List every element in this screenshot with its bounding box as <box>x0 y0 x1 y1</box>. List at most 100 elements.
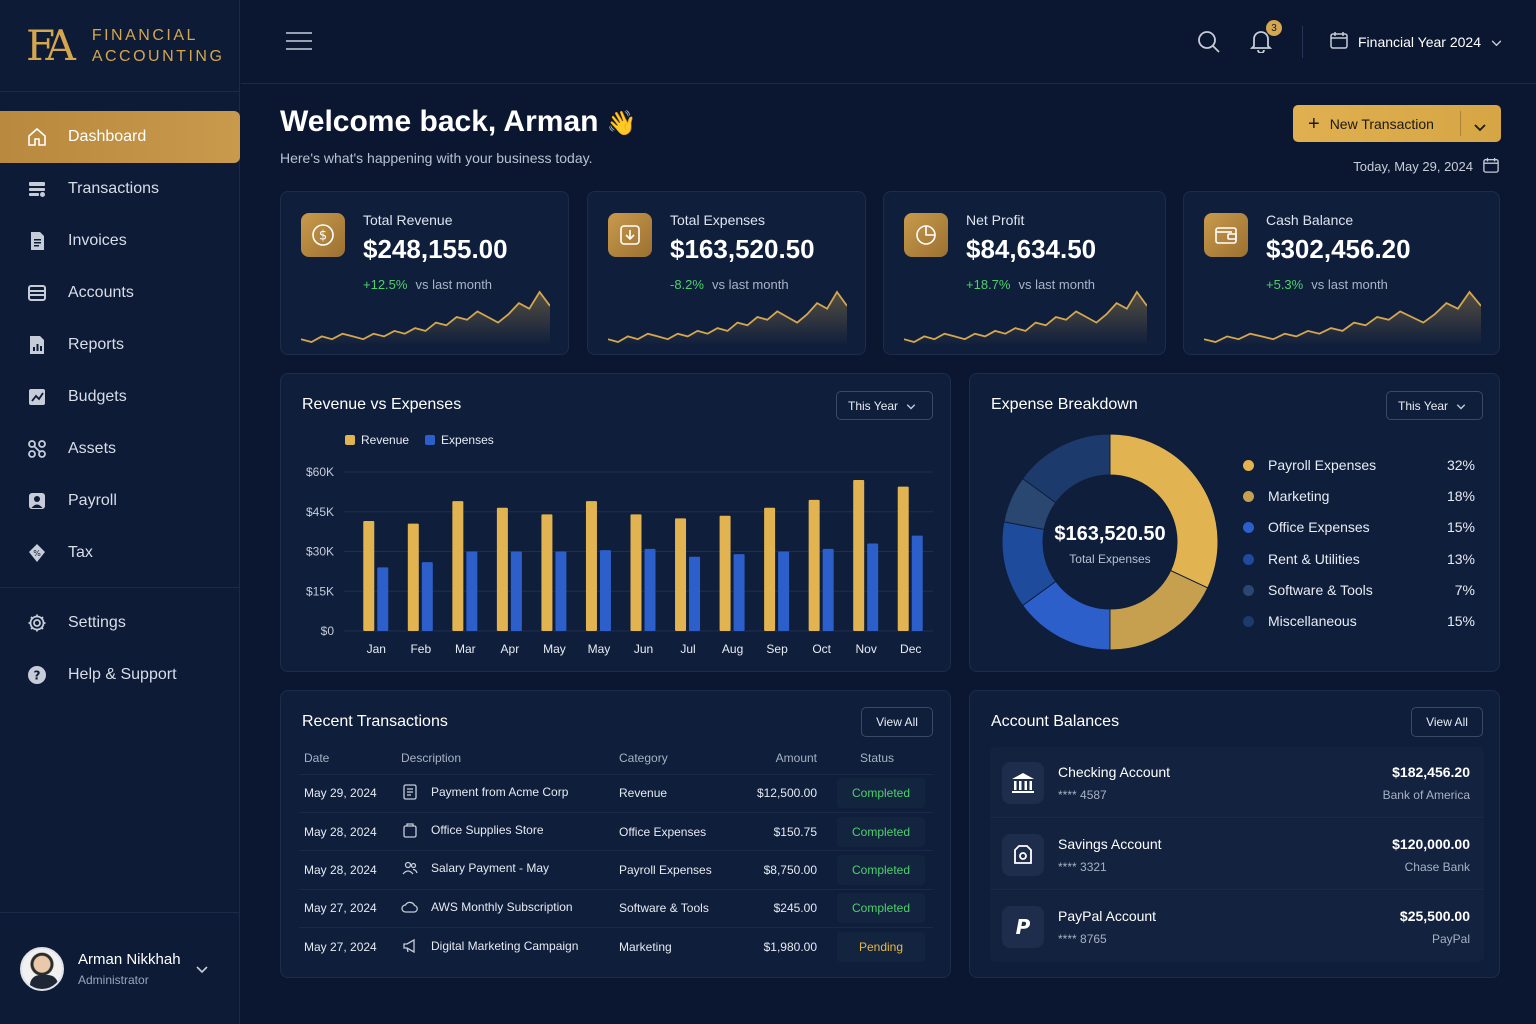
bank-icon <box>1002 762 1044 804</box>
column-header-category[interactable]: Category <box>619 750 668 765</box>
user-profile[interactable]: Arman Nikkhah Administrator <box>0 912 240 1024</box>
bar-expenses[interactable] <box>377 567 389 631</box>
account-row[interactable]: Savings Account **** 3321 $120,000.00 Ch… <box>990 819 1484 890</box>
bar-expenses[interactable] <box>733 554 745 631</box>
bar-expenses[interactable] <box>599 550 611 631</box>
menu-icon[interactable] <box>286 31 312 56</box>
chevron-down-icon[interactable] <box>1474 119 1486 135</box>
calendar-icon[interactable] <box>1483 157 1499 176</box>
bar-revenue[interactable] <box>764 507 776 631</box>
cell-status: Completed <box>821 888 933 928</box>
y-tick-label: $15K <box>306 584 334 598</box>
donut-slice[interactable] <box>1021 433 1111 504</box>
table-row[interactable]: May 27, 2024 AWS Monthly Subscription So… <box>299 888 933 928</box>
sidebar-item-help[interactable]: ? Help & Support <box>0 649 239 701</box>
range-dropdown[interactable]: This Year <box>1386 391 1483 420</box>
sidebar-item-accounts[interactable]: Accounts <box>0 267 239 319</box>
column-header-description[interactable]: Description <box>401 750 462 765</box>
bar-revenue[interactable] <box>407 523 419 631</box>
year-selector[interactable]: Financial Year 2024 <box>1330 31 1502 52</box>
sparkline-line <box>608 290 847 343</box>
bar-revenue[interactable] <box>808 499 820 631</box>
section-title: Recent Transactions <box>302 713 448 730</box>
bar-expenses[interactable] <box>778 551 790 632</box>
transactions-table: Date Description Category Amount Status … <box>299 742 933 966</box>
sidebar-item-transactions[interactable]: Transactions <box>0 163 239 215</box>
description-text: Payment from Acme Corp <box>431 784 569 799</box>
users-icon <box>401 860 419 876</box>
bar-expenses[interactable] <box>644 548 656 631</box>
kpi-change-vs: vs last month <box>1311 277 1388 292</box>
bar-expenses[interactable] <box>911 535 923 631</box>
kpi-card-net-profit[interactable]: Net Profit $84,634.50 +18.7% vs last mont… <box>883 191 1166 355</box>
bar-revenue[interactable] <box>630 514 642 631</box>
y-tick-label: $60K <box>306 465 334 479</box>
kpi-card-cash-balance[interactable]: Cash Balance $302,456.20 +5.3% vs last mo… <box>1183 191 1500 355</box>
sidebar-item-label: Accounts <box>68 284 134 301</box>
bar-expenses[interactable] <box>689 556 701 631</box>
bar-revenue[interactable] <box>363 521 375 631</box>
bar-revenue[interactable] <box>719 515 731 631</box>
sidebar-item-invoices[interactable]: Invoices <box>0 215 239 267</box>
bar-expenses[interactable] <box>867 543 879 631</box>
table-row[interactable]: May 28, 2024 Salary Payment - May Payrol… <box>299 850 933 890</box>
recent-transactions-card: Recent Transactions View All Date Descri… <box>280 690 951 978</box>
legend-item-revenue[interactable]: Revenue <box>345 433 409 447</box>
sidebar-item-assets[interactable]: Assets <box>0 423 239 475</box>
sidebar-item-reports[interactable]: Reports <box>0 319 239 371</box>
svg-text:%: % <box>33 549 41 558</box>
bar-expenses[interactable] <box>510 551 522 632</box>
column-header-date[interactable]: Date <box>304 750 330 765</box>
bar-expenses[interactable] <box>466 551 478 632</box>
wave-emoji: 👋 <box>606 110 637 137</box>
sparkline-area <box>608 292 847 346</box>
account-bank: PayPal <box>1431 932 1470 946</box>
donut-slice[interactable] <box>1109 433 1219 589</box>
bar-expenses[interactable] <box>421 562 433 631</box>
donut-slice[interactable] <box>1109 569 1209 651</box>
kpi-card-expenses[interactable]: Total Expenses $163,520.50 -8.2% vs last … <box>587 191 866 355</box>
kpi-value: $163,520.50 <box>670 234 815 264</box>
safe-icon <box>1002 834 1044 876</box>
account-row[interactable]: Checking Account **** 4587 $182,456.20 B… <box>990 747 1484 818</box>
table-row[interactable]: May 28, 2024 Office Supplies Store Offic… <box>299 811 933 851</box>
kpi-value: $302,456.20 <box>1266 234 1411 264</box>
bar-revenue[interactable] <box>541 514 553 631</box>
legend-item-expenses[interactable]: Expenses <box>425 433 494 447</box>
description-text: AWS Monthly Subscription <box>431 899 573 914</box>
bar-revenue[interactable] <box>496 507 508 631</box>
column-header-status[interactable]: Status <box>859 750 895 765</box>
table-row[interactable]: May 29, 2024 Payment from Acme Corp Reve… <box>299 773 933 813</box>
today-date: Today, May 29, 2024 <box>1353 157 1499 176</box>
cell-description: Payment from Acme Corp <box>401 773 619 813</box>
kpi-card-revenue[interactable]: $ Total Revenue $248,155.00 +12.5% vs las… <box>280 191 569 355</box>
bar-revenue[interactable] <box>585 501 597 631</box>
brand-logo[interactable]: FA FINANCIAL ACCOUNTING <box>0 0 239 92</box>
sidebar-item-payroll[interactable]: Payroll <box>0 475 239 527</box>
search-icon[interactable] <box>1197 30 1221 59</box>
view-all-button[interactable]: View All <box>1411 707 1483 737</box>
sidebar-item-budgets[interactable]: Budgets <box>0 371 239 423</box>
bar-revenue[interactable] <box>853 479 865 631</box>
range-dropdown[interactable]: This Year <box>836 391 933 420</box>
bell-icon[interactable] <box>1249 29 1273 58</box>
cell-date: May 29, 2024 <box>299 773 401 813</box>
sidebar-item-tax[interactable]: % Tax <box>0 527 239 579</box>
bar-revenue[interactable] <box>897 486 909 631</box>
bar-revenue[interactable] <box>452 501 464 631</box>
sidebar-item-label: Assets <box>68 440 117 457</box>
legend-dot <box>1243 584 1254 596</box>
kpi-change-pct: -8.2% <box>670 277 704 292</box>
sidebar-item-dashboard[interactable]: Dashboard <box>0 111 240 163</box>
bar-revenue[interactable] <box>675 518 687 631</box>
sidebar-item-settings[interactable]: Settings <box>0 597 239 649</box>
account-row[interactable]: P PayPal Account **** 8765 $25,500.00 Pa… <box>990 891 1484 962</box>
view-all-button[interactable]: View All <box>861 707 933 737</box>
new-transaction-button[interactable]: + New Transaction <box>1293 105 1501 142</box>
column-header-amount[interactable]: Amount <box>775 750 817 765</box>
table-row[interactable]: May 27, 2024 Digital Marketing Campaign … <box>299 927 933 966</box>
page-title: Welcome back, Arman 👋 <box>280 105 637 139</box>
bar-expenses[interactable] <box>555 551 567 632</box>
chevron-down-icon[interactable] <box>196 961 208 979</box>
bar-expenses[interactable] <box>822 548 834 631</box>
